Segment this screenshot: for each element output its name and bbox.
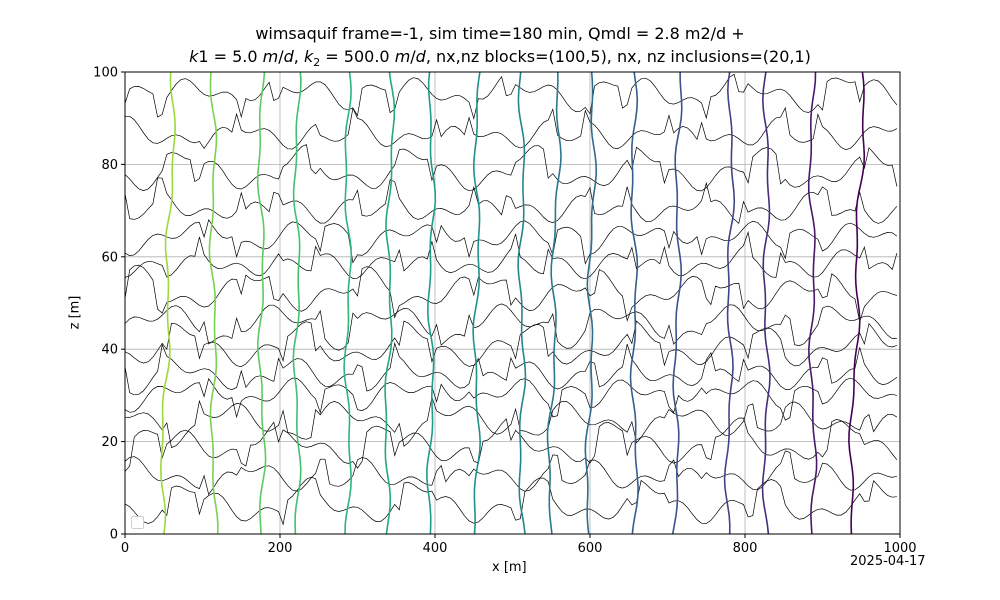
x-tick-label: 600 [578, 541, 603, 556]
streamline [124, 341, 898, 396]
head-contour [426, 71, 437, 535]
head-contours [159, 71, 866, 535]
y-tick-label: 20 [101, 435, 118, 450]
streamline [124, 303, 897, 351]
head-contour [208, 71, 219, 535]
y-tick-label: 60 [101, 250, 118, 265]
head-contour [723, 71, 736, 535]
chart-title-line-2: k1 = 5.0 m/d, k2 = 500.0 m/d, nx,nz bloc… [189, 47, 811, 70]
streamline [125, 106, 898, 150]
axis-ticks: 0 200 400 600 800 1000 0 20 40 60 80 100 [93, 66, 916, 557]
streamlines [124, 73, 898, 526]
head-contour [546, 71, 562, 535]
streamline [124, 320, 898, 367]
x-tick-label: 400 [423, 541, 448, 556]
head-contour [472, 71, 482, 535]
streamline [124, 177, 898, 225]
x-tick-label: 0 [121, 541, 129, 556]
streamline [124, 231, 898, 280]
x-tick-label: 800 [733, 541, 758, 556]
streamline [124, 218, 898, 265]
head-contour [343, 71, 353, 535]
head-contour [848, 71, 866, 535]
head-contour [807, 71, 818, 535]
streamline [124, 377, 898, 421]
y-axis-label: z [m] [67, 295, 83, 330]
y-tick-label: 100 [93, 66, 118, 81]
streamline [124, 73, 898, 120]
head-contour [159, 71, 177, 535]
streamline [124, 144, 898, 192]
head-contour [671, 71, 683, 535]
x-axis-label: x [m] [492, 560, 527, 575]
streamline [124, 395, 898, 449]
head-contour [629, 71, 639, 535]
streamline [124, 450, 897, 496]
head-contour [384, 71, 396, 535]
head-contour [584, 71, 598, 535]
head-contour [256, 71, 267, 535]
streamline [124, 476, 897, 526]
y-tick-label: 40 [101, 343, 118, 358]
head-contour [761, 71, 771, 535]
legend-box [131, 516, 144, 529]
k1-symbol: k [189, 47, 199, 66]
y-tick-label: 0 [110, 528, 118, 543]
axes-frame [124, 71, 901, 535]
x-tick-label: 200 [268, 541, 293, 556]
head-contour [292, 71, 302, 535]
streamline [124, 264, 898, 324]
chart-title-line-1: wimsaquif frame=-1, sim time=180 min, Qm… [255, 24, 745, 43]
head-contour [517, 71, 527, 535]
y-tick-label: 80 [101, 158, 118, 173]
x-tick-label: 1000 [883, 541, 916, 556]
date-stamp: 2025-04-17 [850, 554, 926, 569]
streamline [124, 417, 898, 472]
